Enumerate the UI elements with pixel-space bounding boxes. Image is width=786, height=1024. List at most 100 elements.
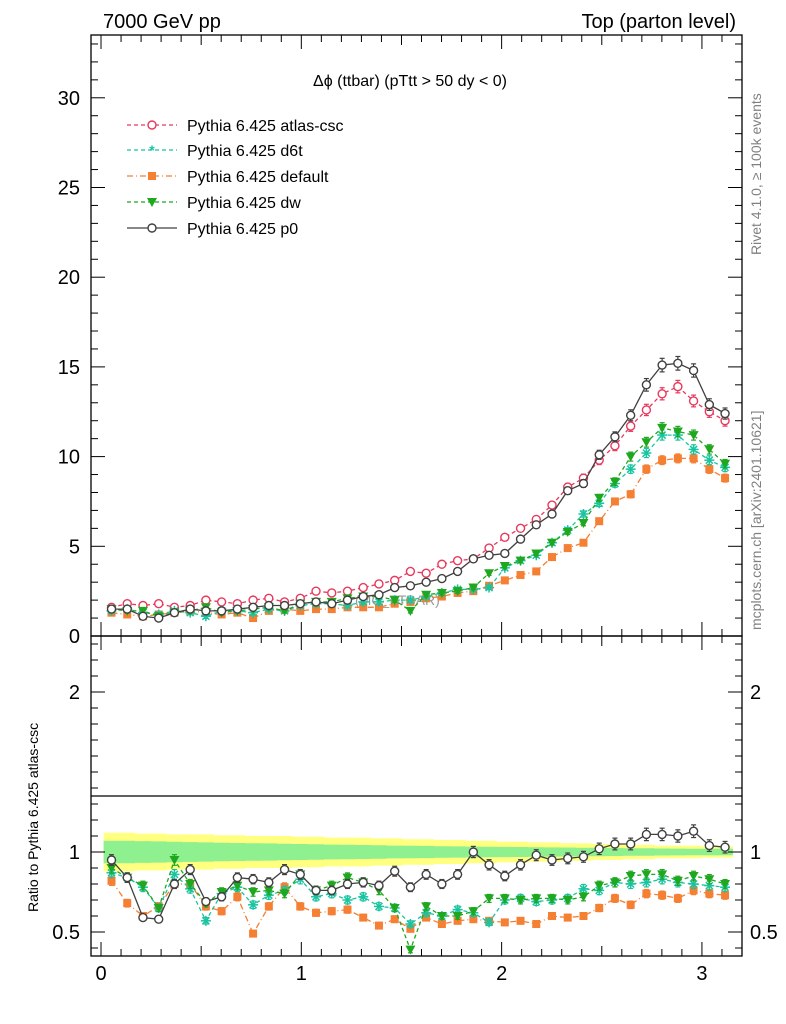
legend: Pythia 6.425 atlas-csc * Pythia 6.425 d6… [127, 118, 344, 238]
main-point-p0 [389, 582, 400, 593]
main-point-default [312, 605, 321, 614]
main-point-dw [421, 590, 432, 600]
main-point-atlas-csc [673, 381, 683, 392]
legend-marker-dw [147, 198, 157, 207]
main-point-dw [594, 493, 605, 503]
ratio-point-p0 [295, 869, 305, 880]
ratio-point-default [658, 891, 667, 900]
main-point-dw [499, 562, 510, 572]
legend-label-dw: Pythia 6.425 dw [187, 195, 301, 212]
ratio-point-dw [484, 894, 495, 904]
main-ytick-label: 15 [58, 357, 80, 379]
main-point-d6t [484, 582, 495, 593]
main-point-p0 [468, 554, 479, 564]
ratio-point-default [107, 876, 116, 885]
legend-entry-p0: Pythia 6.425 p0 [127, 221, 298, 238]
main-point-dw [468, 583, 479, 593]
ratio-point-default [264, 902, 273, 911]
ratio-ytick-label-right: 0.5 [750, 922, 778, 944]
ratio-point-p0 [610, 839, 620, 849]
main-point-p0 [358, 591, 368, 602]
ratio-point-p0 [248, 874, 258, 884]
main-point-d6t [641, 448, 652, 459]
legend-label-p0: Pythia 6.425 p0 [187, 221, 298, 238]
main-series-p0 [106, 355, 730, 623]
ratio-point-dw [672, 876, 683, 886]
main-point-p0 [122, 604, 132, 614]
ratio-series-p0 [106, 824, 730, 924]
main-point-default [673, 454, 682, 463]
main-point-default [689, 454, 698, 463]
main-point-atlas-csc [437, 559, 447, 569]
ratio-point-p0 [594, 844, 604, 854]
main-point-p0 [547, 509, 557, 519]
ratio-point-dw [499, 894, 510, 904]
ratio-point-default [233, 892, 242, 901]
main-point-p0 [327, 599, 337, 609]
legend-entry-dw: Pythia 6.425 dw [127, 195, 301, 212]
ratio-y-axis-label: Ratio to Pythia 6.425 atlas-csc [25, 723, 41, 912]
ratio-point-default [437, 920, 446, 928]
ratio-point-default [217, 907, 226, 916]
ratio-point-p0 [311, 885, 321, 896]
main-point-atlas-csc [641, 405, 652, 415]
main-point-atlas-csc [452, 555, 463, 566]
ratio-point-dw [169, 856, 180, 865]
ratio-ytick-label: 2 [69, 682, 80, 704]
ratio-point-dw [421, 902, 432, 912]
ratio-point-default [610, 894, 619, 903]
legend-marker-d6t: * [149, 142, 155, 158]
ratio-point-default [469, 915, 478, 924]
ratio-point-p0 [484, 860, 494, 870]
ratio-point-dw [153, 904, 164, 913]
main-point-dw [436, 588, 447, 598]
main-point-default [610, 497, 619, 506]
ratio-point-d6t [578, 883, 589, 894]
main-point-dw [578, 518, 589, 528]
main-point-p0 [232, 604, 243, 614]
ratio-point-dw [137, 881, 148, 891]
ratio-point-default [563, 913, 572, 922]
main-point-atlas-csc [405, 566, 416, 577]
legend-marker-default [148, 172, 156, 180]
main-ytick-label: 25 [58, 177, 80, 199]
ratio-point-dw [720, 880, 731, 889]
main-point-d6t [688, 444, 699, 455]
main-point-atlas-csc [625, 421, 636, 431]
ratio-point-d6t [405, 919, 416, 929]
ratio-point-default [721, 891, 730, 900]
ratio-point-default [579, 912, 588, 920]
ratio-point-dw [547, 894, 558, 904]
main-point-dw [672, 427, 683, 437]
ratio-point-dw [232, 881, 243, 891]
main-point-default [548, 553, 557, 562]
legend-label-default: Pythia 6.425 default [187, 169, 329, 186]
main-point-p0 [311, 597, 321, 607]
main-point-atlas-csc [327, 588, 337, 598]
ratio-point-default [548, 912, 557, 920]
main-point-dw [515, 556, 526, 566]
ratio-point-dw [389, 904, 400, 913]
ratio-ytick-label-right: 1 [750, 842, 761, 864]
main-point-dw [452, 587, 463, 597]
ratio-uncertainty-bands [103, 832, 733, 872]
ratio-point-d6t [169, 869, 180, 880]
ratio-point-dw [578, 892, 589, 902]
ratio-point-p0 [437, 879, 447, 889]
main-point-dw [720, 459, 731, 469]
ratio-point-default [343, 905, 352, 914]
main-ytick-label: 10 [58, 447, 80, 469]
main-point-p0 [437, 573, 447, 584]
ratio-point-p0 [216, 892, 227, 902]
ratio-point-p0 [405, 882, 416, 892]
ratio-point-default [374, 921, 383, 930]
legend-entry-d6t: * Pythia 6.425 d6t [127, 142, 303, 160]
ratio-point-dw [279, 889, 290, 899]
main-point-p0 [185, 604, 195, 614]
ratio-point-p0 [720, 842, 730, 852]
main-point-dw [547, 538, 558, 548]
main-point-default [532, 567, 541, 576]
ratio-point-dw [641, 870, 652, 880]
main-point-p0 [279, 600, 290, 611]
